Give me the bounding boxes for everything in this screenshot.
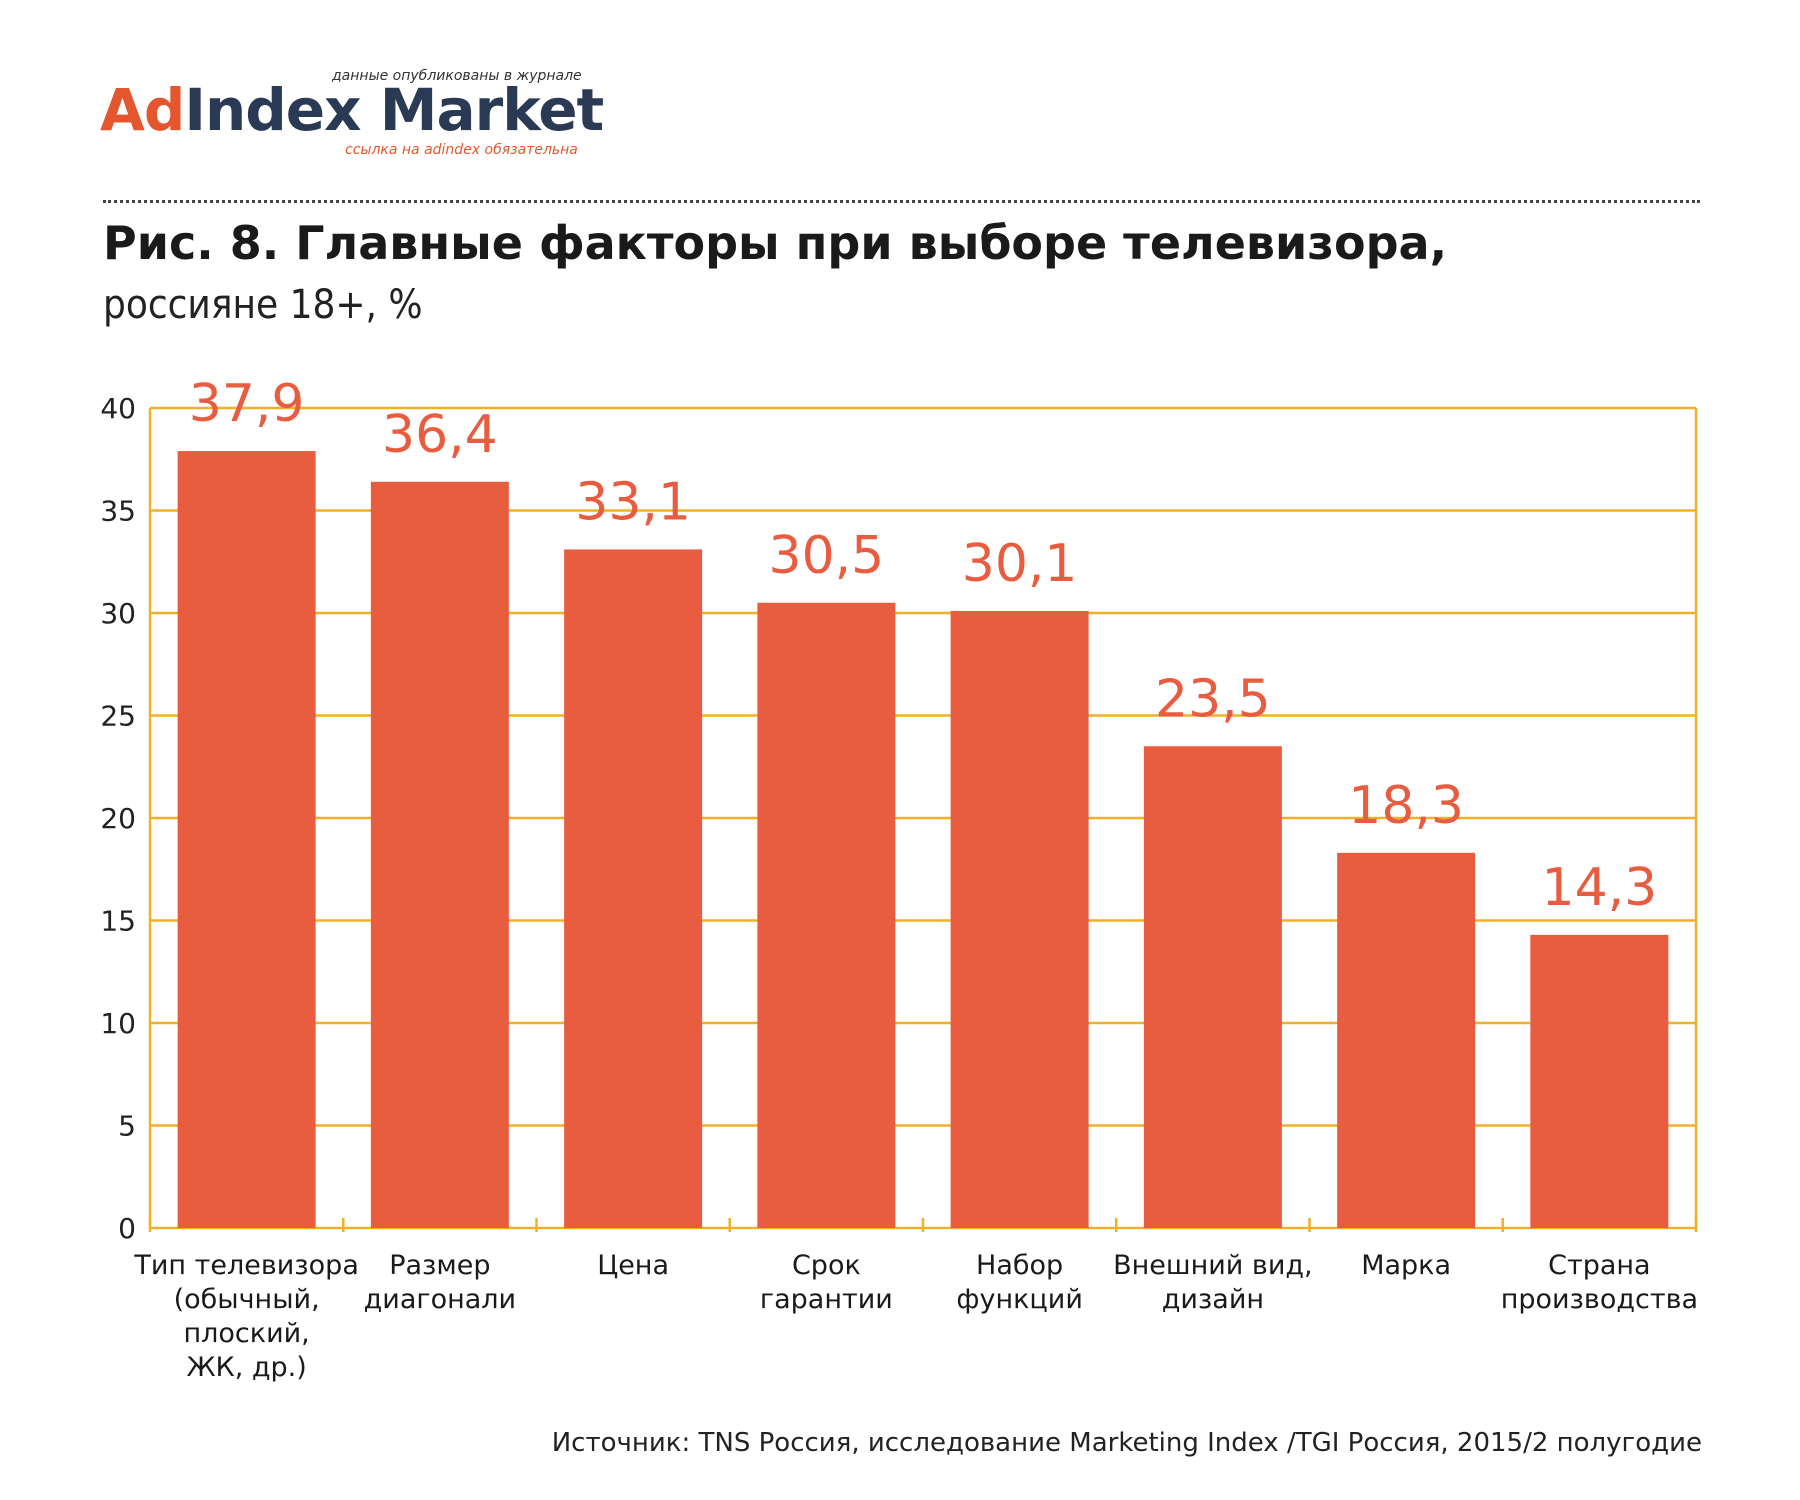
bar <box>1337 852 1476 1228</box>
y-tick-label: 20 <box>100 802 136 835</box>
bar <box>950 610 1089 1228</box>
bar <box>1530 934 1669 1228</box>
x-tick-label: Размер диагонали <box>364 1250 516 1315</box>
bar-value-label: 14,3 <box>1541 858 1657 918</box>
y-tick-label: 35 <box>100 495 136 528</box>
x-tick-label-line: (обычный, <box>174 1284 320 1315</box>
bar-value-label: 18,3 <box>1348 776 1464 836</box>
bar <box>370 481 509 1228</box>
x-tick-label-line: Внешний вид, <box>1113 1250 1313 1281</box>
bar-value-label: 37,9 <box>189 374 305 434</box>
y-tick-label: 0 <box>118 1212 136 1245</box>
x-tick-label-line: функций <box>956 1284 1083 1315</box>
bar <box>757 602 896 1228</box>
y-tick-label: 5 <box>118 1110 136 1143</box>
x-tick-label-line: плоский, <box>183 1318 309 1349</box>
x-tick-label: Срок гарантии <box>760 1250 893 1315</box>
x-tick-label-line: дизайн <box>1162 1284 1264 1315</box>
bar-value-label: 36,4 <box>382 405 498 465</box>
x-tick-label: Набор функций <box>956 1250 1083 1315</box>
source-note: Источник: TNS Россия, исследование Marke… <box>551 1428 1702 1458</box>
x-tick-label: Марка <box>1361 1250 1451 1281</box>
x-tick-label-line: Цена <box>597 1250 669 1281</box>
x-tick-label-line: производства <box>1501 1284 1698 1315</box>
brand-logo-rest: Index Market <box>184 76 604 144</box>
x-tick-label-line: ЖК, др.) <box>186 1352 306 1383</box>
chart-title: Рис. 8. Главные факторы при выборе телев… <box>103 216 1448 270</box>
bar-value-label: 30,1 <box>962 534 1078 594</box>
x-tick-label: Цена <box>597 1250 669 1281</box>
bar-value-label: 30,5 <box>768 526 884 586</box>
bar <box>564 549 703 1228</box>
y-tick-label: 10 <box>100 1007 136 1040</box>
x-tick-label-line: Страна <box>1548 1250 1650 1281</box>
chart-subtitle: россияне 18+, % <box>103 282 423 328</box>
y-tick-label: 15 <box>100 905 136 938</box>
x-tick-label-line: Марка <box>1361 1250 1451 1281</box>
x-tick-label-line: диагонали <box>364 1284 516 1315</box>
x-tick-label-line: Набор <box>976 1250 1063 1281</box>
y-tick-label: 30 <box>100 597 136 630</box>
bar <box>1143 746 1282 1228</box>
x-tick-label-line: гарантии <box>760 1284 893 1315</box>
dotted-divider <box>103 200 1700 203</box>
y-tick-label: 25 <box>100 700 136 733</box>
brand-logo: AdIndex Market <box>100 76 604 144</box>
x-tick-label-line: Срок <box>792 1250 861 1281</box>
x-tick-label-line: Тип телевизора <box>133 1250 359 1281</box>
y-tick-label: 40 <box>100 392 136 425</box>
logo-bottom-note: ссылка на adindex обязательна <box>345 142 578 158</box>
bar <box>177 451 316 1228</box>
logo-top-note: данные опубликованы в журнале <box>332 68 582 84</box>
x-tick-label: Тип телевизора (обычный, плоский, ЖК, др.) <box>133 1250 359 1383</box>
x-tick-label: Внешний вид, дизайн <box>1113 1250 1313 1315</box>
x-tick-label-line: Размер <box>389 1250 490 1281</box>
brand-logo-ad: Ad <box>100 76 185 144</box>
bar-value-label: 33,1 <box>575 472 691 532</box>
x-tick-label: Страна производства <box>1501 1250 1698 1315</box>
bar-value-label: 23,5 <box>1155 669 1271 729</box>
